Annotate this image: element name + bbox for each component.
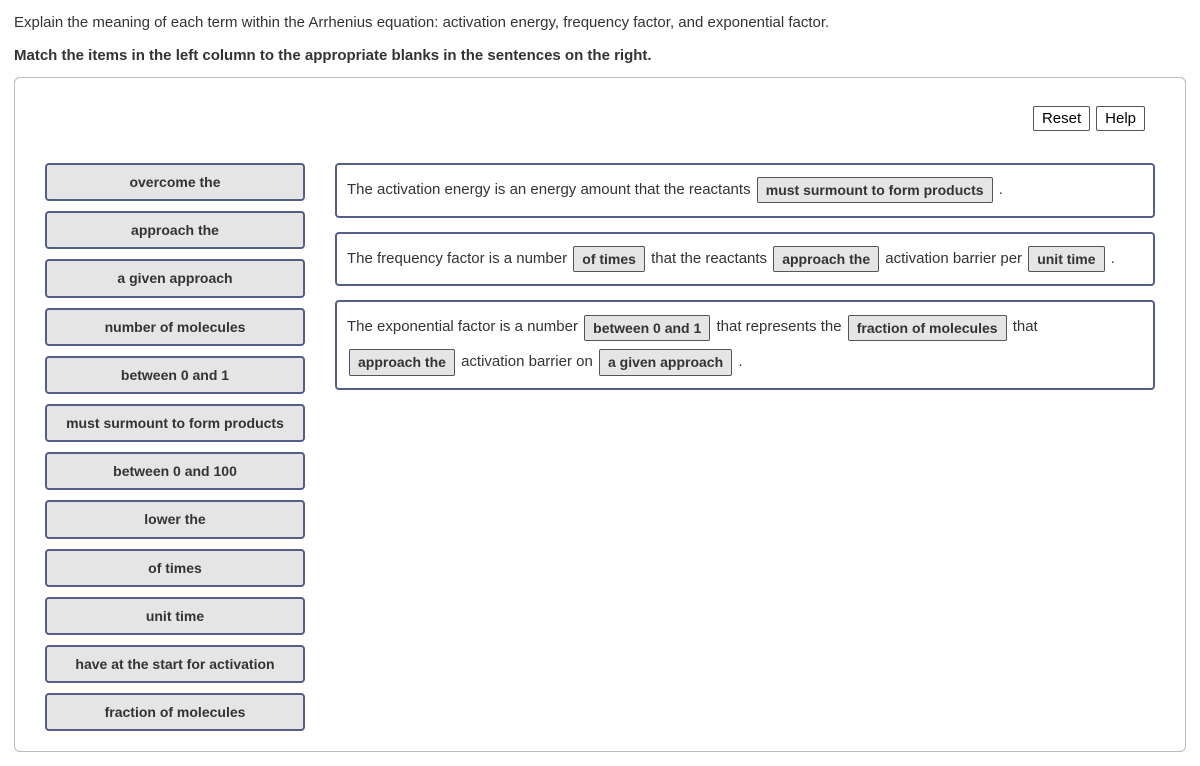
drop-slot[interactable]: approach the [349, 349, 455, 375]
toolbar: Reset Help [1033, 106, 1145, 131]
drag-item[interactable]: unit time [45, 597, 305, 635]
sentence-text: . [738, 353, 742, 370]
sentence-text: The frequency factor is a number [347, 250, 571, 267]
sentence-text: activation barrier per [885, 250, 1026, 267]
drag-source-column: overcome the approach the a given approa… [45, 163, 305, 731]
drag-item[interactable]: have at the start for activation [45, 645, 305, 683]
intro-text-2: Match the items in the left column to th… [14, 45, 1186, 68]
drop-slot[interactable]: of times [573, 246, 645, 272]
sentence-text: The exponential factor is a number [347, 318, 582, 335]
content-row: overcome the approach the a given approa… [45, 163, 1155, 731]
drag-item[interactable]: between 0 and 100 [45, 452, 305, 490]
drop-slot[interactable]: approach the [773, 246, 879, 272]
drag-item[interactable]: number of molecules [45, 308, 305, 346]
drop-slot[interactable]: must surmount to form products [757, 177, 993, 203]
sentence-text: The activation energy is an energy amoun… [347, 181, 755, 198]
drop-slot[interactable]: fraction of molecules [848, 315, 1007, 341]
drag-item[interactable]: lower the [45, 500, 305, 538]
sentence-3: The exponential factor is a number betwe… [335, 300, 1155, 389]
sentence-2: The frequency factor is a number of time… [335, 232, 1155, 287]
exercise-container: Reset Help overcome the approach the a g… [14, 77, 1186, 752]
sentence-text: that the reactants [651, 250, 771, 267]
drag-item[interactable]: of times [45, 549, 305, 587]
page-root: Explain the meaning of each term within … [0, 0, 1200, 766]
sentence-text: that [1013, 318, 1038, 335]
drag-item[interactable]: overcome the [45, 163, 305, 201]
reset-button[interactable]: Reset [1033, 106, 1090, 131]
sentence-text: . [999, 181, 1003, 198]
drop-slot[interactable]: a given approach [599, 349, 732, 375]
drop-slot[interactable]: between 0 and 1 [584, 315, 710, 341]
sentence-text: activation barrier on [461, 353, 597, 370]
sentence-text: . [1111, 250, 1115, 267]
drag-item[interactable]: fraction of molecules [45, 693, 305, 731]
drag-item[interactable]: approach the [45, 211, 305, 249]
sentence-1: The activation energy is an energy amoun… [335, 163, 1155, 218]
sentence-column: The activation energy is an energy amoun… [335, 163, 1155, 731]
drag-item[interactable]: must surmount to form products [45, 404, 305, 442]
drag-item[interactable]: a given approach [45, 259, 305, 297]
intro-text-1: Explain the meaning of each term within … [14, 12, 1186, 35]
drop-slot[interactable]: unit time [1028, 246, 1104, 272]
help-button[interactable]: Help [1096, 106, 1145, 131]
sentence-text: that represents the [716, 318, 845, 335]
drag-item[interactable]: between 0 and 1 [45, 356, 305, 394]
